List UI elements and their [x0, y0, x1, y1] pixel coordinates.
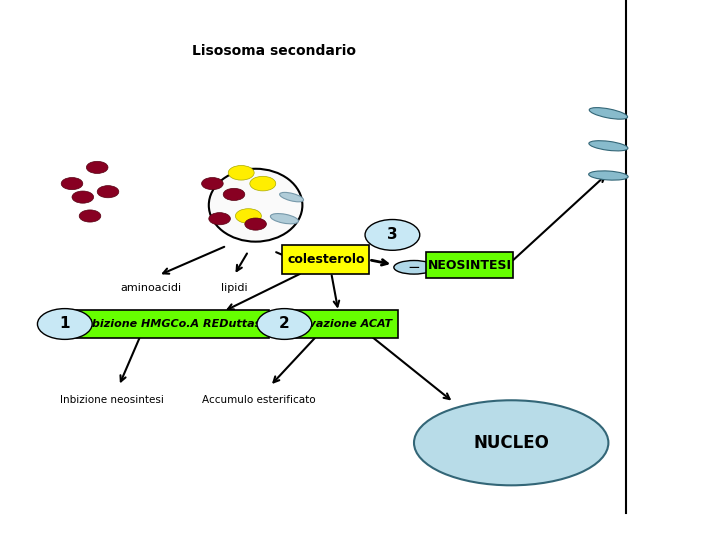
Ellipse shape	[97, 186, 119, 198]
Text: lipidi: lipidi	[221, 283, 247, 293]
Ellipse shape	[86, 161, 108, 173]
Ellipse shape	[202, 178, 223, 190]
Text: Inibizione HMGCo.A REDuttasi: Inibizione HMGCo.A REDuttasi	[76, 319, 266, 329]
Text: Lisosoma secondario: Lisosoma secondario	[192, 44, 356, 58]
Text: 2: 2	[279, 316, 289, 332]
Ellipse shape	[72, 191, 94, 203]
Ellipse shape	[589, 141, 628, 151]
Ellipse shape	[228, 165, 254, 180]
Ellipse shape	[61, 178, 83, 190]
Text: 1: 1	[60, 316, 70, 332]
Ellipse shape	[209, 213, 230, 225]
Ellipse shape	[279, 192, 304, 202]
Ellipse shape	[394, 260, 434, 274]
Ellipse shape	[257, 309, 312, 339]
Text: NEOSINTESI: NEOSINTESI	[428, 259, 512, 272]
Ellipse shape	[209, 168, 302, 241]
FancyBboxPatch shape	[282, 310, 398, 338]
Ellipse shape	[250, 176, 276, 191]
Ellipse shape	[223, 188, 245, 200]
Text: Attivazione ACAT: Attivazione ACAT	[287, 319, 393, 329]
FancyBboxPatch shape	[426, 252, 513, 278]
Text: colesterolo: colesterolo	[287, 253, 364, 266]
Text: Accumulo esterificato: Accumulo esterificato	[202, 395, 316, 404]
Ellipse shape	[79, 210, 101, 222]
Text: aminoacidi: aminoacidi	[121, 283, 181, 293]
Ellipse shape	[414, 400, 608, 485]
Ellipse shape	[365, 220, 420, 251]
Ellipse shape	[589, 107, 628, 119]
Text: 3: 3	[387, 227, 397, 242]
Ellipse shape	[235, 208, 261, 224]
Text: Inbizione neosintesi: Inbizione neosintesi	[60, 395, 163, 404]
Ellipse shape	[589, 171, 628, 180]
Ellipse shape	[37, 309, 92, 339]
Ellipse shape	[271, 213, 298, 224]
FancyBboxPatch shape	[282, 245, 369, 274]
Text: −: −	[408, 260, 420, 275]
Ellipse shape	[245, 218, 266, 230]
FancyBboxPatch shape	[73, 310, 269, 338]
Text: NUCLEO: NUCLEO	[473, 434, 549, 452]
